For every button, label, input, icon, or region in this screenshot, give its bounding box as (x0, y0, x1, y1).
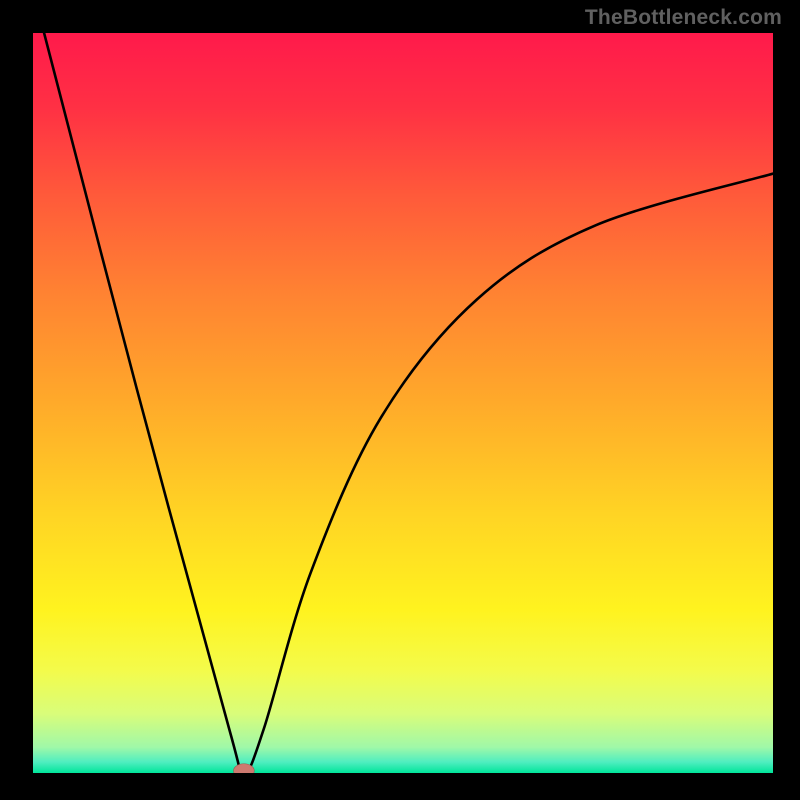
plot-svg (33, 33, 773, 773)
chart-container: TheBottleneck.com (0, 0, 800, 800)
watermark-text: TheBottleneck.com (585, 6, 782, 30)
plot-background (33, 33, 773, 773)
plot-area (33, 33, 773, 773)
